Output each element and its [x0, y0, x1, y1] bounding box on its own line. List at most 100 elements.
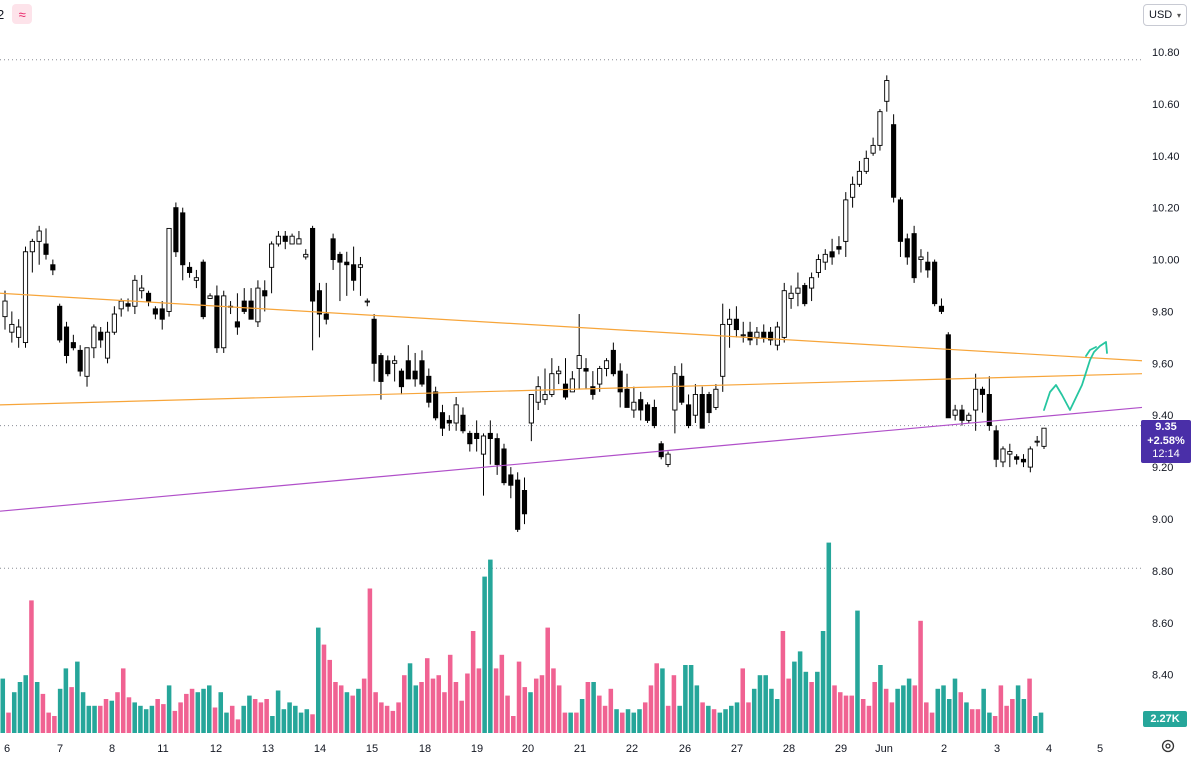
volume-bar: [178, 702, 183, 733]
candle-body: [597, 368, 603, 385]
volume-bar: [356, 688, 361, 733]
candle-body: [911, 233, 917, 279]
x-tick-label: 12: [210, 743, 222, 755]
candle-body: [884, 80, 890, 102]
candle-body: [351, 264, 357, 281]
candle-body: [590, 386, 596, 395]
candle-body: [658, 443, 664, 458]
candle-body: [398, 370, 405, 388]
wave-icon[interactable]: ≈: [12, 4, 33, 24]
volume-bar: [665, 705, 671, 733]
candle-body: [84, 347, 90, 377]
candle-body: [412, 370, 418, 380]
candle-body: [870, 144, 876, 154]
candle-body: [125, 303, 131, 307]
volume-bar: [751, 688, 757, 733]
volume-bar: [849, 695, 855, 733]
x-tick-label: 7: [57, 743, 63, 755]
volume-bar: [608, 688, 614, 733]
candle-body: [515, 479, 521, 530]
volume-bar: [166, 685, 172, 733]
volume-bar: [883, 688, 889, 733]
volume-bar: [275, 690, 281, 733]
volume-bar: [700, 702, 705, 733]
candle-body: [371, 318, 377, 364]
volume-bar: [711, 709, 717, 733]
volume-bar: [688, 665, 694, 733]
volume-bar: [992, 716, 998, 733]
settings-gear-icon[interactable]: [1160, 738, 1176, 754]
volume-bar: [740, 668, 746, 733]
volume-bar: [310, 714, 315, 733]
volume-bar: [499, 654, 505, 733]
orange-trendline: [0, 373, 1143, 406]
volume-bar: [866, 705, 872, 733]
volume-bar: [436, 675, 441, 733]
volume-bar: [201, 688, 206, 733]
candle-body: [528, 394, 534, 424]
volume-bar: [344, 692, 350, 733]
volume-bar: [786, 678, 791, 733]
volume-bar: [1038, 712, 1044, 733]
candle-body: [542, 394, 548, 401]
currency-select[interactable]: USD ▾: [1143, 4, 1187, 26]
candle-body: [925, 261, 931, 271]
candle-body: [952, 409, 958, 416]
y-tick-label: 9.60: [1152, 358, 1173, 370]
x-tick-label: 26: [679, 743, 691, 755]
volume-bar: [281, 709, 287, 733]
candle-body: [385, 360, 391, 375]
hand-drawn-path: [1043, 341, 1108, 411]
volume-bar: [637, 709, 642, 733]
candle-body: [685, 404, 692, 427]
volume-bar: [774, 699, 780, 733]
volume-bar: [298, 712, 304, 733]
y-tick-label: 9.20: [1152, 462, 1173, 474]
candle-body: [282, 235, 288, 242]
x-tick-label: 28: [783, 743, 795, 755]
y-tick-label: 10.40: [1152, 151, 1180, 163]
volume-bar: [476, 668, 482, 733]
candle-body: [679, 375, 685, 403]
volume-bar: [551, 668, 556, 733]
volume-bar: [935, 688, 941, 733]
volume-bar: [264, 699, 269, 733]
volume-bar: [792, 661, 797, 733]
volume-bar: [505, 695, 510, 733]
volume-bar: [212, 707, 218, 733]
candle-body: [234, 321, 240, 328]
volume-bar: [367, 588, 373, 733]
candle-body: [863, 157, 869, 172]
candle-body: [152, 308, 158, 315]
candle-body: [186, 266, 193, 273]
volume-bar: [229, 705, 235, 733]
volume-bar: [562, 712, 568, 733]
volume-bar: [465, 673, 470, 733]
volume-bar: [803, 671, 809, 733]
candle-body: [583, 368, 589, 372]
volume-bar: [763, 675, 768, 733]
candle-body: [603, 360, 610, 369]
volume-bar: [453, 682, 459, 733]
candle-body: [22, 251, 29, 344]
volume-bar: [75, 661, 80, 733]
volume-bar: [797, 651, 803, 733]
volume-bar: [419, 682, 424, 733]
volume-bar: [103, 699, 109, 733]
volume-bar: [287, 702, 292, 733]
volume-bar: [832, 685, 837, 733]
currency-label: USD: [1149, 9, 1173, 21]
candle-body: [289, 235, 295, 245]
purple-trendline: [0, 406, 1143, 512]
candle-body: [993, 430, 999, 460]
candle-body: [843, 199, 849, 242]
candle-body: [405, 360, 411, 380]
x-tick-label: 15: [366, 743, 378, 755]
volume-bar: [539, 675, 545, 733]
candle-body: [761, 331, 767, 338]
volume-bar: [69, 687, 74, 733]
y-tick-label: 8.80: [1152, 566, 1173, 578]
volume-bar: [161, 704, 166, 733]
candle-body: [624, 388, 630, 408]
